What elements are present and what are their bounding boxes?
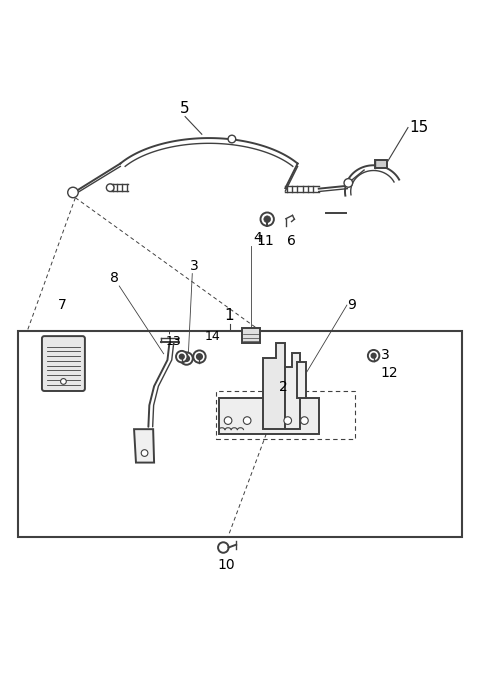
Text: 5: 5 [180,101,190,116]
Circle shape [141,450,148,456]
Circle shape [184,355,190,362]
Text: 6: 6 [287,234,296,248]
Bar [216,391,355,439]
Bar [218,398,319,434]
Circle shape [284,417,291,424]
Circle shape [193,351,205,363]
Text: 2: 2 [278,380,288,395]
Polygon shape [285,353,300,429]
Circle shape [218,542,228,553]
Circle shape [180,352,193,365]
Circle shape [264,216,271,223]
Circle shape [261,213,274,226]
FancyBboxPatch shape [42,336,85,391]
Circle shape [107,184,114,192]
Text: 8: 8 [110,271,119,284]
Text: 3: 3 [381,348,390,362]
Text: 15: 15 [409,120,429,135]
Circle shape [197,354,202,359]
Text: 13: 13 [165,335,181,348]
Text: 4: 4 [254,232,263,246]
Bar [242,328,260,343]
Circle shape [60,378,66,385]
Text: 14: 14 [205,330,221,343]
Circle shape [371,353,376,358]
Text: 9: 9 [348,298,356,312]
Circle shape [344,179,353,188]
Text: 11: 11 [256,234,274,248]
Text: 12: 12 [381,366,398,380]
Text: 3: 3 [190,259,199,273]
Text: 7: 7 [58,298,67,312]
Circle shape [68,188,78,198]
Circle shape [300,417,308,424]
Circle shape [368,350,379,362]
Bar [297,362,306,398]
Polygon shape [134,429,154,462]
Circle shape [224,417,232,424]
Text: 1: 1 [225,308,234,323]
Circle shape [176,351,188,362]
Circle shape [243,417,251,424]
Bar [18,331,462,537]
Bar [375,160,387,168]
Polygon shape [263,343,285,429]
Circle shape [228,135,236,143]
Circle shape [180,354,184,359]
Text: 10: 10 [218,558,236,572]
